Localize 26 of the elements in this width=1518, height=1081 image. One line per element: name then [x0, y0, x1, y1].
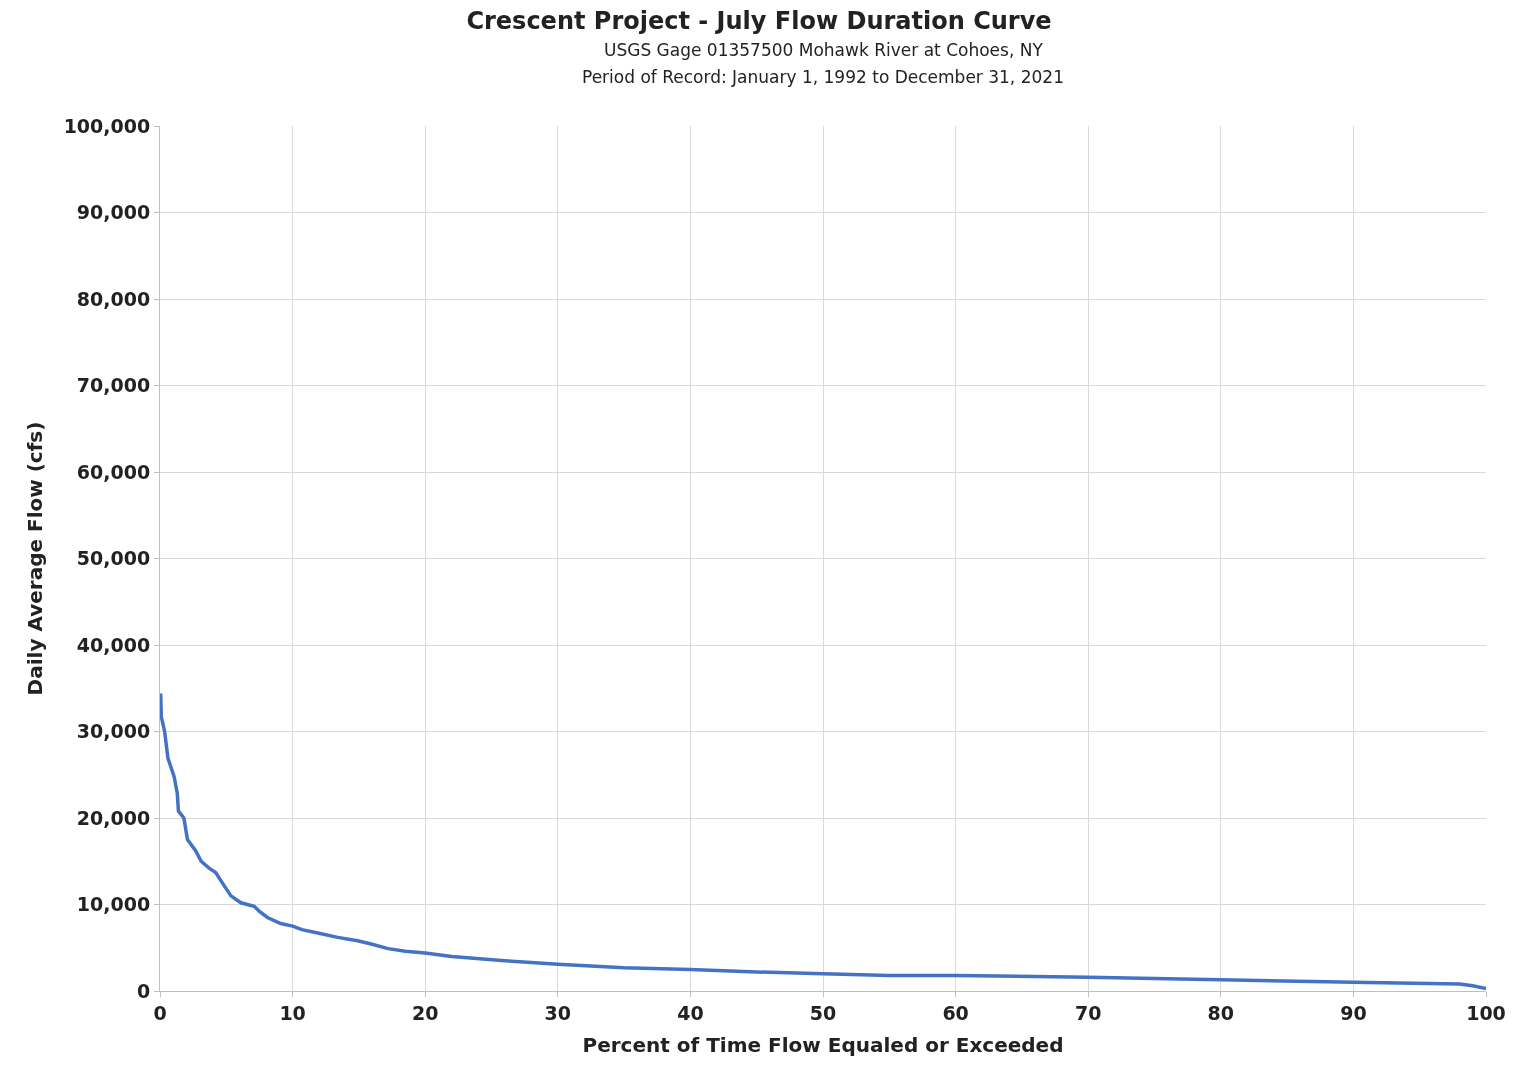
chart-title: Crescent Project - July Flow Duration Curve: [466, 7, 1052, 36]
x-tick-label: 10: [279, 1001, 306, 1024]
x-tick-label: 80: [1207, 1001, 1235, 1024]
y-tick-label: 70,000: [76, 374, 151, 397]
y-tick-label: 0: [136, 979, 151, 1002]
y-axis-title: Daily Average Flow (cfs): [23, 421, 48, 696]
x-tick-label: 70: [1074, 1001, 1102, 1024]
y-tick-label: 40,000: [76, 633, 151, 656]
x-tick-label: 50: [809, 1001, 837, 1024]
x-tick-label: 0: [153, 1001, 167, 1024]
y-tick-label: 50,000: [76, 547, 151, 570]
x-tick-label: 60: [942, 1001, 969, 1024]
y-tick-label: 80,000: [76, 287, 151, 310]
x-tick-label: 20: [411, 1001, 439, 1024]
y-tick-label: 30,000: [76, 720, 151, 743]
x-tick-label: 90: [1340, 1001, 1367, 1024]
x-tick-label: 30: [544, 1001, 572, 1024]
y-tick-label: 10,000: [76, 893, 151, 916]
y-tick-label: 60,000: [76, 460, 151, 483]
chart-subtitle: USGS Gage 01357500 Mohawk River at Cohoes, NY Period of Record: January 1, 1992 to December 31, 2021: [582, 40, 1064, 87]
y-tick-label: 20,000: [76, 806, 151, 829]
x-tick-label: 100: [1466, 1001, 1506, 1024]
y-tick-label: 100,000: [63, 114, 151, 137]
x-axis-title: Percent of Time Flow Equaled or Exceeded: [582, 1033, 1064, 1058]
x-tick-label: 40: [677, 1001, 704, 1024]
y-tick-label: 90,000: [76, 201, 151, 224]
